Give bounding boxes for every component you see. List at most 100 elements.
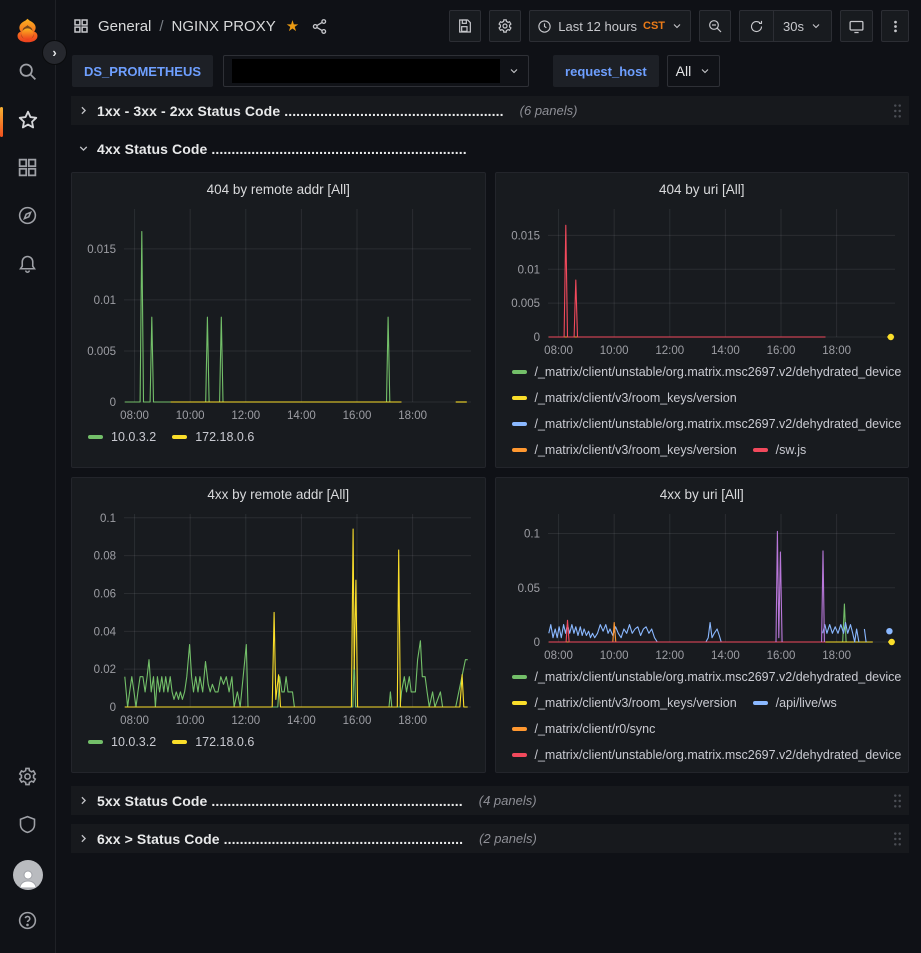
- kebab-menu-button[interactable]: [881, 10, 909, 42]
- svg-text:0.01: 0.01: [517, 264, 539, 276]
- legend-item[interactable]: /_matrix/client/unstable/org.matrix.msc2…: [511, 359, 902, 385]
- svg-text:10:00: 10:00: [599, 650, 628, 662]
- svg-text:0.05: 0.05: [517, 583, 539, 595]
- grafana-logo[interactable]: [0, 10, 56, 50]
- row-4xx[interactable]: 4xx Status Code ........................…: [71, 134, 909, 163]
- sidebar-item-explore[interactable]: [0, 194, 56, 242]
- sidebar-item-dashboards[interactable]: [0, 146, 56, 194]
- legend-swatch: [511, 727, 527, 731]
- legend-item[interactable]: 172.18.0.6: [172, 729, 254, 755]
- legend-label: /_matrix/client/v3/room_keys/version: [534, 391, 737, 405]
- legend-item[interactable]: 172.18.0.6: [172, 424, 254, 450]
- sidebar-item-help[interactable]: [0, 899, 56, 947]
- variable-select-ds-prometheus[interactable]: [223, 55, 530, 87]
- legend-swatch: [752, 701, 768, 705]
- row-title: 1xx - 3xx - 2xx Status Code ............…: [97, 102, 504, 119]
- row-6xx[interactable]: 6xx > Status Code ......................…: [71, 824, 909, 853]
- legend-label: /_matrix/client/unstable/org.matrix.msc2…: [534, 748, 902, 762]
- legend-item[interactable]: 10.0.3.2: [88, 424, 156, 450]
- legend-swatch: [511, 422, 527, 426]
- legend-label: /_matrix/client/r0/sync: [534, 722, 656, 736]
- button-divider: [773, 11, 775, 41]
- svg-text:14:00: 14:00: [711, 345, 740, 357]
- svg-text:14:00: 14:00: [287, 410, 316, 422]
- legend-label: /sw.js: [775, 443, 807, 457]
- refresh-interval-dropdown[interactable]: 30s: [774, 11, 831, 41]
- favorite-star-icon[interactable]: ★: [285, 18, 300, 35]
- svg-text:10:00: 10:00: [176, 410, 205, 422]
- cycle-view-mode-button[interactable]: [840, 10, 873, 42]
- panel-title[interactable]: 404 by uri [All]: [658, 182, 745, 197]
- sidebar-expand-button[interactable]: ›: [42, 40, 67, 65]
- legend-item[interactable]: /_matrix/client/v3/room_keys/version: [511, 385, 737, 411]
- svg-text:0.02: 0.02: [94, 664, 116, 676]
- legend-item[interactable]: /_matrix/client/unstable/org.matrix.msc2…: [511, 411, 901, 437]
- save-dashboard-button[interactable]: [449, 10, 482, 42]
- timeseries-chart[interactable]: 0 0.005 0.01 0.015 08:00 10:00 12:00 14:00 16:00…: [80, 203, 479, 422]
- refresh-button[interactable]: [740, 11, 773, 41]
- toolbar-actions: Last 12 hours CST 30s: [449, 10, 909, 42]
- row-1xx-3xx-2xx[interactable]: 1xx - 3xx - 2xx Status Code ............…: [71, 96, 909, 125]
- sidebar-item-starred[interactable]: [0, 98, 56, 146]
- legend-item[interactable]: 10.0.3.2: [88, 729, 156, 755]
- sidebar-item-search[interactable]: [0, 50, 56, 98]
- chevron-down-icon: [701, 69, 709, 74]
- time-range-picker[interactable]: Last 12 hours CST: [529, 10, 692, 42]
- sidebar-item-configuration[interactable]: [0, 755, 56, 803]
- timeseries-chart[interactable]: 0 0.02 0.04 0.06 0.08 0.1 08:00 10:00 12:00 14:00…: [80, 508, 479, 727]
- svg-text:14:00: 14:00: [711, 650, 740, 662]
- svg-text:12:00: 12:00: [655, 345, 684, 357]
- panel-legend: /_matrix/client/unstable/org.matrix.msc2…: [504, 664, 901, 768]
- legend-item[interactable]: /_matrix/client/v3/room_keys/version: [511, 437, 737, 463]
- svg-text:0: 0: [533, 332, 539, 344]
- apps-grid-icon: [72, 17, 90, 35]
- dashboard-settings-button[interactable]: [489, 10, 522, 42]
- timeseries-chart[interactable]: 0 0.05 0.1 08:00 10:00 12:00 14:00 16:00 18:00: [504, 508, 903, 662]
- legend-item[interactable]: /_matrix/client/r0/sync: [511, 716, 656, 742]
- breadcrumb-dashboard-title[interactable]: NGINX PROXY: [171, 17, 276, 35]
- drag-handle-icon[interactable]: [892, 103, 903, 119]
- panel-title[interactable]: 4xx by uri [All]: [659, 487, 744, 502]
- share-icon[interactable]: [311, 18, 328, 35]
- sidebar-item-alerting[interactable]: [0, 242, 56, 290]
- svg-text:14:00: 14:00: [287, 715, 316, 727]
- legend-label: /_matrix/client/unstable/org.matrix.msc2…: [534, 670, 902, 684]
- panel-4xx-by-remote-addr: 4xx by remote addr [All] 0 0.02 0.04 0.06 0.…: [71, 477, 486, 773]
- breadcrumb-folder[interactable]: General: [98, 17, 152, 35]
- row-title: 6xx > Status Code ......................…: [97, 830, 464, 847]
- variable-value-request-host: All: [675, 63, 692, 79]
- variable-label-ds-prometheus[interactable]: DS_PROMETHEUS: [72, 55, 214, 87]
- breadcrumb: General / NGINX PROXY ★: [72, 17, 328, 35]
- legend-label: 10.0.3.2: [111, 735, 157, 749]
- sidebar-item-server-admin[interactable]: [0, 803, 56, 851]
- svg-text:16:00: 16:00: [343, 410, 372, 422]
- legend-swatch: [511, 370, 527, 374]
- drag-handle-icon[interactable]: [892, 831, 903, 847]
- row-5xx[interactable]: 5xx Status Code ........................…: [71, 786, 909, 815]
- legend-swatch: [511, 675, 527, 679]
- svg-text:18:00: 18:00: [822, 345, 851, 357]
- variable-label-request-host[interactable]: request_host: [553, 55, 659, 87]
- legend-item[interactable]: /_matrix/client/unstable/org.matrix.msc2…: [511, 742, 902, 768]
- legend-swatch: [511, 701, 527, 705]
- legend-label: /_matrix/client/unstable/org.matrix.msc2…: [534, 365, 902, 379]
- timeseries-chart[interactable]: 0 0.005 0.01 0.015 08:00 10:00 12:00 14:00 16:00…: [504, 203, 903, 357]
- variable-select-request-host[interactable]: All: [666, 55, 721, 87]
- legend-swatch: [172, 740, 188, 744]
- drag-handle-icon[interactable]: [892, 793, 903, 809]
- panel-grid: 404 by remote addr [All] 0 0.005 0.01 0.015…: [71, 172, 909, 773]
- sidebar: ›: [0, 0, 67, 953]
- legend-item[interactable]: /api/live/ws: [752, 690, 837, 716]
- legend-item[interactable]: /sw.js: [752, 437, 807, 463]
- panel-legend: 10.0.3.2 172.18.0.6: [80, 424, 477, 450]
- help-icon: [17, 910, 38, 936]
- panel-title[interactable]: 404 by remote addr [All]: [206, 182, 350, 197]
- row-panel-count: (4 panels): [478, 793, 537, 808]
- legend-item[interactable]: /_matrix/client/unstable/org.matrix.msc2…: [511, 664, 902, 690]
- row-title: 5xx Status Code ........................…: [97, 792, 463, 809]
- legend-item[interactable]: /_matrix/client/v3/room_keys/version: [511, 690, 737, 716]
- svg-text:0: 0: [533, 637, 539, 649]
- panel-title[interactable]: 4xx by remote addr [All]: [207, 487, 350, 502]
- sidebar-item-profile[interactable]: [0, 851, 56, 899]
- zoom-out-button[interactable]: [699, 10, 732, 42]
